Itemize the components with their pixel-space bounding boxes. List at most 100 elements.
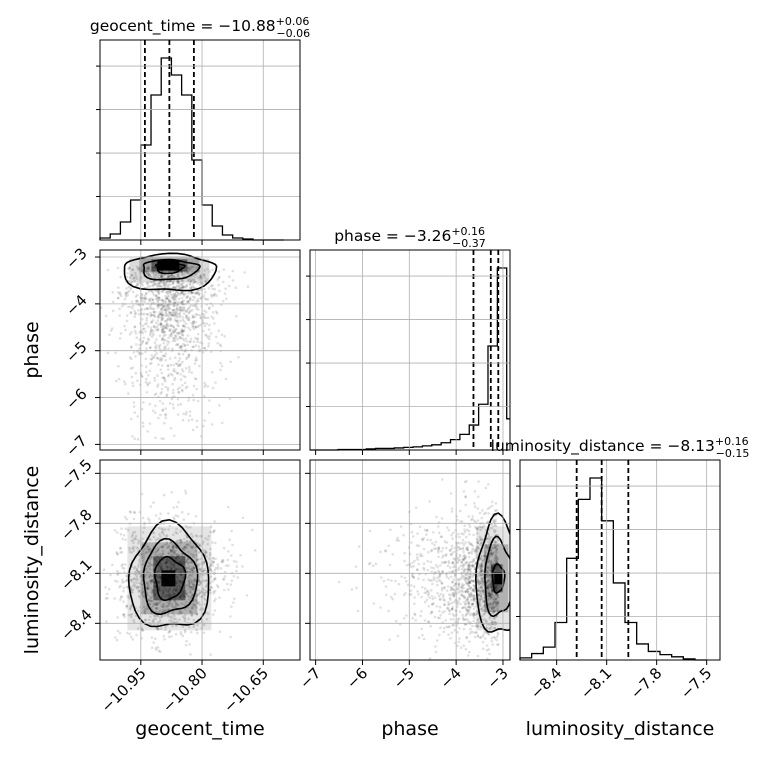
- sample-point: [422, 578, 425, 582]
- sample-point: [195, 628, 199, 632]
- sample-point: [180, 330, 183, 334]
- sample-point: [497, 601, 500, 605]
- sample-point: [172, 298, 175, 302]
- sample-point: [494, 600, 497, 604]
- sample-point: [171, 544, 174, 547]
- sample-point: [181, 597, 184, 601]
- sample-point: [176, 413, 180, 416]
- sample-point: [151, 307, 154, 310]
- sample-point: [186, 267, 190, 270]
- sample-point: [93, 304, 96, 307]
- sample-point: [180, 368, 184, 371]
- sample-point: [170, 575, 173, 579]
- sample-point: [229, 615, 232, 618]
- sample-point: [429, 624, 433, 628]
- sample-point: [180, 611, 184, 614]
- sample-point: [173, 269, 177, 273]
- sample-point: [130, 274, 133, 277]
- sample-point: [168, 524, 171, 528]
- sample-point: [168, 587, 171, 591]
- sample-point: [186, 536, 189, 539]
- sample-point: [471, 594, 474, 597]
- sample-point: [485, 581, 489, 585]
- sample-point: [427, 592, 431, 596]
- sample-point: [158, 281, 162, 284]
- sample-point: [155, 344, 158, 347]
- sample-point: [175, 581, 179, 585]
- sample-point: [440, 582, 444, 585]
- sample-point: [167, 275, 171, 279]
- sample-point: [163, 331, 166, 334]
- sample-point: [205, 555, 208, 558]
- sample-point: [469, 606, 472, 609]
- sample-point: [476, 625, 479, 629]
- sample-point: [166, 327, 169, 330]
- sample-point: [146, 383, 150, 387]
- sample-point: [189, 585, 192, 589]
- sample-point: [186, 588, 190, 591]
- sample-point: [140, 556, 144, 559]
- sample-point: [204, 333, 207, 337]
- sample-point: [478, 539, 482, 542]
- sample-point: [166, 304, 169, 308]
- sample-point: [178, 581, 182, 584]
- sample-point: [132, 618, 135, 622]
- sample-point: [187, 355, 190, 359]
- sample-point: [228, 538, 231, 541]
- sample-point: [149, 358, 153, 361]
- sample-point: [179, 631, 183, 634]
- sample-point: [187, 399, 190, 402]
- sample-point: [123, 324, 126, 328]
- sample-point: [468, 581, 472, 584]
- sample-point: [156, 319, 160, 322]
- sample-point: [496, 557, 500, 560]
- sample-point: [479, 541, 483, 545]
- tick-label-x: −8.4: [527, 664, 565, 702]
- sample-point: [146, 545, 150, 548]
- sample-point: [179, 309, 182, 313]
- sample-point: [171, 610, 174, 614]
- sample-point: [495, 548, 499, 551]
- sample-point: [191, 284, 194, 288]
- sample-point: [149, 538, 152, 541]
- axis-label-x-geocent_time: geocent_time: [135, 718, 264, 740]
- sample-point: [189, 337, 193, 341]
- sample-point: [145, 391, 149, 394]
- sample-point: [480, 579, 484, 582]
- sample-point: [187, 617, 190, 621]
- sample-point: [141, 283, 144, 287]
- sample-point: [462, 583, 466, 587]
- sample-point: [125, 518, 129, 521]
- sample-point: [180, 573, 183, 576]
- sample-point: [132, 581, 136, 584]
- sample-point: [175, 585, 179, 589]
- sample-point: [174, 549, 177, 552]
- sample-point: [161, 376, 164, 380]
- sample-point: [166, 324, 170, 328]
- sample-point: [167, 286, 171, 289]
- sample-point: [160, 390, 163, 394]
- sample-point: [125, 275, 129, 279]
- sample-point: [463, 554, 466, 557]
- sample-point: [178, 452, 181, 455]
- sample-point: [490, 523, 493, 527]
- sample-point: [175, 311, 178, 315]
- sample-point: [157, 581, 161, 584]
- sample-point: [417, 593, 420, 596]
- sample-point: [490, 536, 493, 539]
- sample-point: [127, 285, 131, 289]
- sample-point: [117, 291, 120, 294]
- sample-point: [480, 561, 484, 565]
- sample-point: [472, 599, 476, 603]
- histogram-luminosity_distance: [519, 477, 707, 661]
- sample-point: [141, 375, 144, 379]
- sample-point: [160, 364, 164, 367]
- sample-point: [206, 538, 210, 541]
- sample-point: [161, 573, 164, 576]
- sample-point: [143, 322, 147, 326]
- sample-point: [425, 591, 428, 594]
- sample-point: [483, 549, 486, 552]
- sample-point: [167, 580, 170, 584]
- sample-point: [485, 546, 489, 549]
- sample-point: [480, 525, 483, 529]
